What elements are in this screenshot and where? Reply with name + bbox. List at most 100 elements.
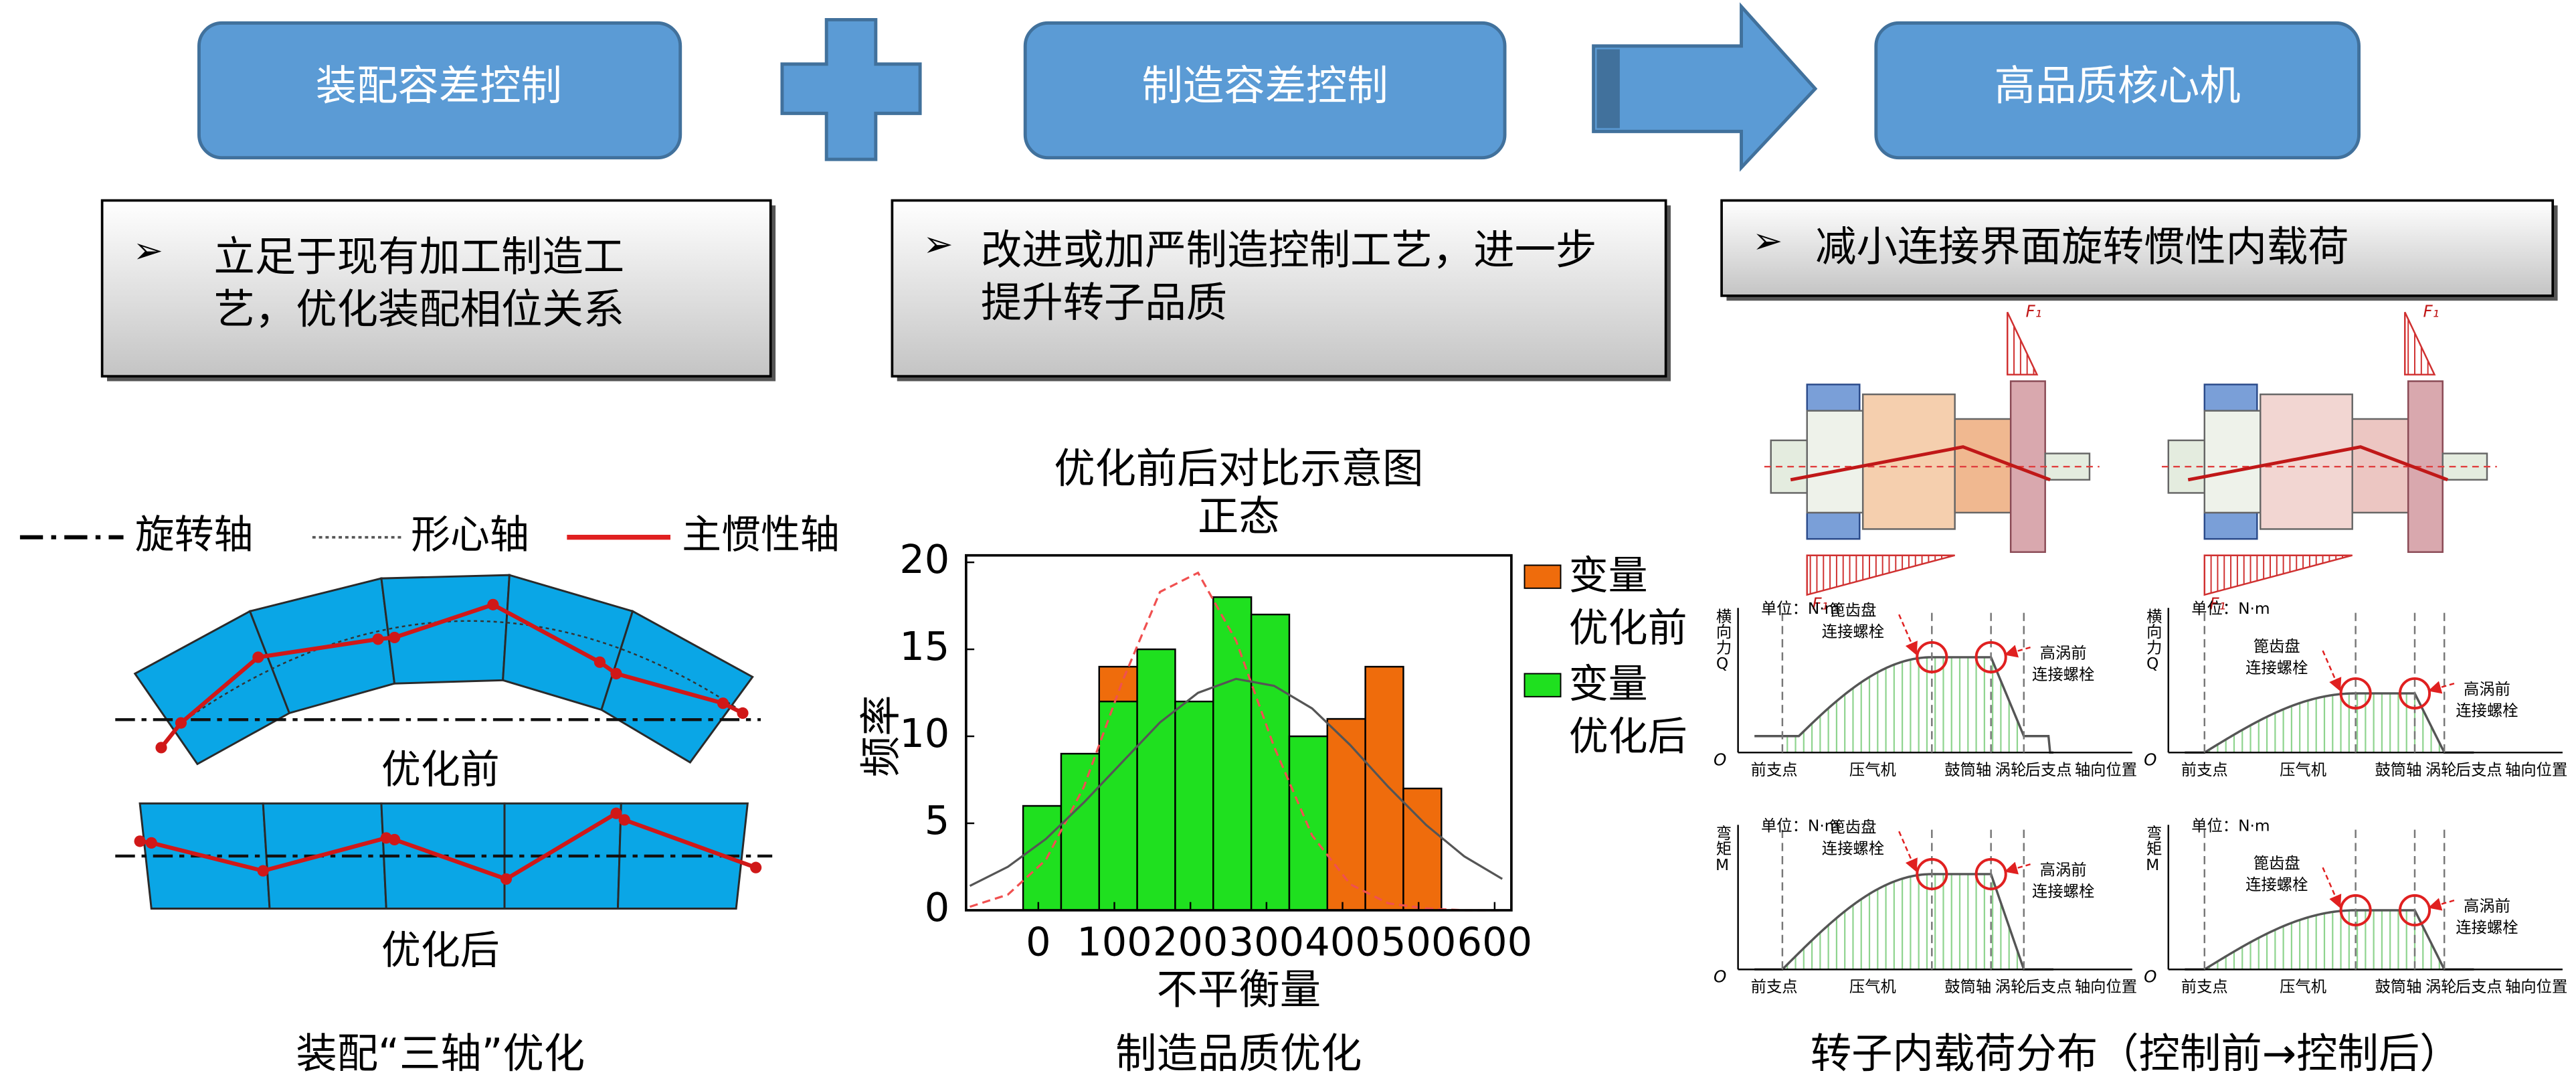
- x-label: 轴向位置: [2075, 761, 2137, 779]
- force: [2203, 554, 2353, 596]
- legend-label: 旋转轴: [135, 511, 254, 558]
- arch-diagram: [115, 574, 773, 910]
- legend-swatch: [1524, 564, 1562, 589]
- header-box: [1874, 21, 2361, 160]
- unit-label: 单位：N·m: [1761, 600, 1839, 618]
- inertia-point: [372, 633, 384, 645]
- diagram-label: 优化前: [381, 746, 500, 792]
- plus-sign: [780, 18, 922, 161]
- x-label: 后支点: [2025, 761, 2072, 779]
- callout: 连接螺栓: [2456, 918, 2518, 936]
- legend-label: 主惯性轴: [682, 511, 840, 558]
- bar: [1174, 700, 1214, 912]
- origin-label: O: [1714, 750, 1726, 770]
- bolt-marker: [1916, 641, 1948, 673]
- inertia-point: [155, 742, 167, 754]
- x-label: 涡轮: [1995, 978, 2027, 996]
- note-box: [100, 199, 772, 377]
- rotor-part: [2203, 511, 2258, 540]
- y-tick-label: 0: [925, 884, 949, 930]
- header-box: [1023, 21, 1507, 160]
- load-curve: [1754, 873, 2053, 971]
- x-label: 轴向位置: [2505, 761, 2567, 779]
- force-label: F₁: [2026, 301, 2042, 321]
- force-label: F₁: [2423, 301, 2440, 321]
- bar: [1136, 648, 1176, 912]
- note-box: [1720, 199, 2555, 297]
- callout: 篦齿盘: [2253, 855, 2300, 873]
- callout: 连接螺栓: [2245, 876, 2308, 894]
- bar: [1364, 665, 1404, 912]
- callout: 篦齿盘: [1829, 819, 1876, 837]
- inertia-axis: [2187, 445, 2448, 482]
- bar: [1098, 700, 1138, 912]
- inertia-point: [134, 835, 146, 847]
- y-axis-label: 弯矩M: [1714, 825, 1732, 874]
- callout: 篦齿盘: [2253, 638, 2300, 656]
- callout: 高涡前: [2464, 681, 2510, 699]
- x-label: 涡轮: [1995, 761, 2027, 779]
- x-label: 涡轮: [2425, 761, 2457, 779]
- x-tick-label: 600: [1457, 919, 1532, 965]
- caption: 装配“三轴”优化: [296, 1030, 585, 1078]
- caption: 转子内载荷分布（控制前→控制后）: [1811, 1030, 2461, 1078]
- legend-label: 变量优化前: [1569, 552, 1687, 651]
- callout: 连接螺栓: [1822, 840, 1884, 858]
- callout: 高涡前: [2040, 645, 2087, 663]
- callout: 连接螺栓: [2456, 701, 2518, 720]
- callout: 连接螺栓: [1822, 623, 1884, 641]
- x-label: 压气机: [2280, 761, 2326, 779]
- x-label: 后支点: [2025, 978, 2072, 996]
- inertia-point: [257, 865, 269, 877]
- note-text: 立足于现有加工制造工: [214, 233, 625, 280]
- load-curve: [1754, 656, 2053, 754]
- x-label: 前支点: [1751, 761, 1798, 779]
- arrow: [1592, 2, 1818, 172]
- force: [2404, 311, 2436, 375]
- note-text: 改进或加严制造控制工艺，进一步: [981, 227, 1596, 274]
- callout: 连接螺栓: [2245, 659, 2308, 677]
- inertia-point: [175, 717, 187, 729]
- legend-label: 形心轴: [411, 511, 529, 558]
- rotor-part: [2260, 393, 2353, 530]
- inertia-point: [610, 667, 622, 680]
- x-label: 压气机: [2280, 978, 2326, 996]
- x-label: 前支点: [2181, 761, 2228, 779]
- bar: [1326, 718, 1366, 912]
- callout: 篦齿盘: [1829, 602, 1876, 620]
- origin-label: O: [1714, 967, 1726, 987]
- rotor-part: [1806, 511, 1861, 540]
- callout: 连接螺栓: [2032, 665, 2094, 683]
- note-text: 减小连接界面旋转惯性内载荷: [1815, 224, 2349, 271]
- unit-label: 单位：N·m: [2191, 600, 2270, 618]
- x-label: 压气机: [1849, 978, 1896, 996]
- x-label: 轴向位置: [2505, 978, 2567, 996]
- origin-label: O: [2144, 750, 2156, 770]
- callout-arrow: [2427, 681, 2455, 694]
- inertia-point: [610, 807, 622, 819]
- inertia-point: [618, 814, 630, 826]
- y-axis-label: 频率: [858, 695, 905, 777]
- arrow-strip: [1596, 49, 1620, 129]
- caption: 制造品质优化: [1115, 1030, 1362, 1078]
- y-axis-label: 横向力Q: [2144, 608, 2163, 673]
- load-curve: [2185, 692, 2474, 754]
- callout-arrow: [2004, 645, 2031, 658]
- x-label: 涡轮: [2425, 978, 2457, 996]
- y-axis-label: 横向力Q: [1714, 608, 1732, 673]
- rotor-part: [2203, 384, 2258, 412]
- bolt-marker: [2339, 677, 2372, 709]
- x-label: 鼓筒轴: [2375, 978, 2421, 996]
- rotor-part: [2203, 410, 2263, 514]
- bullet: ➢: [1752, 220, 1782, 262]
- rotor-part: [1806, 384, 1861, 412]
- inertia-point: [145, 837, 157, 849]
- force-label: F₁: [1812, 594, 1828, 613]
- bar: [1288, 735, 1329, 912]
- load-curve: [2185, 909, 2474, 971]
- inertia-point: [388, 833, 401, 846]
- bullet: ➢: [133, 230, 163, 272]
- origin-label: O: [2144, 967, 2156, 987]
- note-box: [891, 199, 1667, 377]
